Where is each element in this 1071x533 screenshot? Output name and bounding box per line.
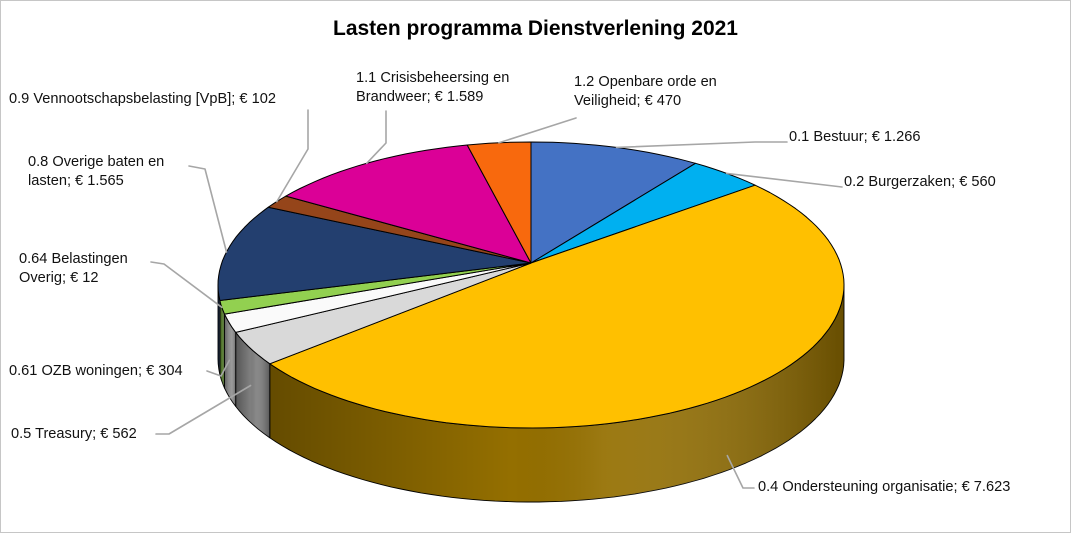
- data-label-line: Overig; € 12: [19, 270, 99, 286]
- data-label-line: 0.5 Treasury; € 562: [11, 426, 137, 442]
- chart-title: Lasten programma Dienstverlening 2021: [333, 17, 738, 40]
- leader-line-crisis: [365, 110, 387, 165]
- leader-line-overige: [188, 165, 228, 253]
- leader-line-bestuur: [615, 141, 788, 149]
- data-label-line: lasten; € 1.565: [28, 173, 124, 189]
- data-label-line: 0.61 OZB woningen; € 304: [9, 363, 183, 379]
- leader-line-burgerzaken: [725, 172, 843, 188]
- data-label-line: 0.1 Bestuur; € 1.266: [789, 129, 921, 145]
- data-label-line: 0.8 Overige baten en: [28, 154, 165, 170]
- data-label-ondersteuning: 0.4 Ondersteuning organisatie; € 7.623: [758, 478, 1010, 497]
- data-label-belastingen: 0.64 Belastingen Overig; € 12: [19, 250, 128, 288]
- data-label-line: 0.64 Belastingen: [19, 251, 128, 267]
- leader-line-vpb: [275, 109, 309, 203]
- data-label-treasury: 0.5 Treasury; € 562: [11, 425, 137, 444]
- data-label-crisis: 1.1 Crisisbeheersing en Brandweer; € 1.58…: [356, 69, 509, 107]
- data-label-openbare: 1.2 Openbare orde en Veiligheid; € 470: [574, 73, 717, 111]
- data-label-burgerzaken: 0.2 Burgerzaken; € 560: [844, 173, 996, 192]
- data-label-vpb: 0.9 Vennootschapsbelasting [VpB]; € 102: [9, 90, 276, 109]
- data-label-bestuur: 0.1 Bestuur; € 1.266: [789, 128, 920, 147]
- data-label-line: 0.9 Vennootschapsbelasting [VpB]; € 102: [9, 91, 276, 107]
- data-label-line: 0.2 Burgerzaken; € 560: [844, 174, 996, 190]
- leader-line-openbare: [498, 117, 577, 144]
- leader-line-belastingen: [150, 261, 223, 309]
- pie-slice-ondersteuning: [269, 184, 845, 429]
- leader-line-treasury: [155, 384, 252, 435]
- data-label-line: 1.2 Openbare orde en: [574, 74, 717, 90]
- data-label-line: Brandweer; € 1.589: [356, 89, 484, 105]
- data-label-line: 1.1 Crisisbeheersing en: [356, 70, 510, 86]
- data-label-overige: 0.8 Overige baten en lasten; € 1.565: [28, 153, 164, 191]
- data-label-line: 0.4 Ondersteuning organisatie; € 7.623: [758, 479, 1011, 495]
- data-label-ozb: 0.61 OZB woningen; € 304: [9, 362, 183, 381]
- leader-line-ondersteuning: [726, 454, 755, 489]
- leader-line-ozb: [206, 359, 231, 377]
- data-label-line: Veiligheid; € 470: [574, 93, 682, 109]
